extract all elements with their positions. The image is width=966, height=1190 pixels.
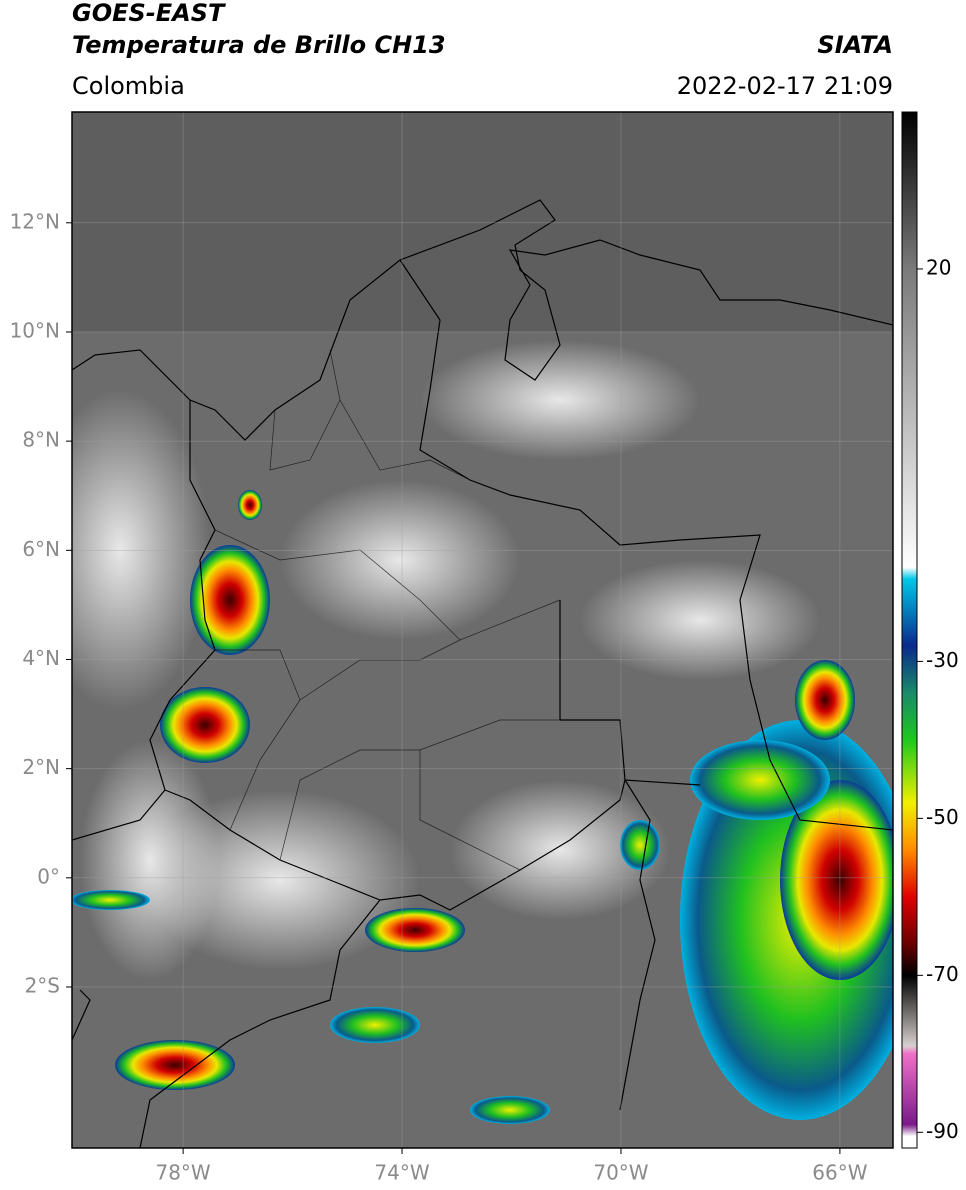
region: Colombia [72, 72, 185, 100]
colorbar-tick-label: 20 [926, 255, 951, 279]
x-tick-label: 74°W [374, 1161, 429, 1185]
product-title: Temperatura de Brillo CH13 [72, 31, 446, 59]
y-tick-label: 6°N [22, 537, 60, 561]
colorbar-tick-label: -30 [926, 648, 959, 672]
x-tick-label: 78°W [155, 1161, 210, 1185]
colorbar-tick-label: -50 [926, 805, 959, 829]
y-tick-label: 12°N [10, 209, 60, 233]
y-tick-label: 0° [37, 864, 60, 888]
colorbar-scale [901, 111, 918, 1149]
colorbar: 20 -30 -50 -70 -90 [901, 111, 959, 1149]
map-frame [71, 111, 894, 1149]
y-tick-label: 10°N [10, 318, 60, 342]
x-tick-label: 66°W [812, 1161, 867, 1185]
timestamp: 2022-02-17 21:09 [677, 72, 893, 100]
y-tick-label: 8°N [22, 428, 60, 452]
y-tick-label: 4°N [22, 646, 60, 670]
x-tick-label: 70°W [593, 1161, 648, 1185]
map-image [72, 112, 893, 1148]
satellite-title: GOES-EAST [72, 0, 226, 27]
graticule: 78°W 74°W 70°W 66°W 12°N 10°N 8°N 6°N 4°N 2°N 0° 2°… [10, 112, 893, 1185]
colorbar-tick-label: -90 [926, 1119, 959, 1143]
y-tick-label: 2°N [22, 755, 60, 779]
y-tick-label: 2°S [25, 973, 60, 997]
colorbar-tick-label: -70 [926, 962, 959, 986]
institution: SIATA [817, 31, 893, 59]
